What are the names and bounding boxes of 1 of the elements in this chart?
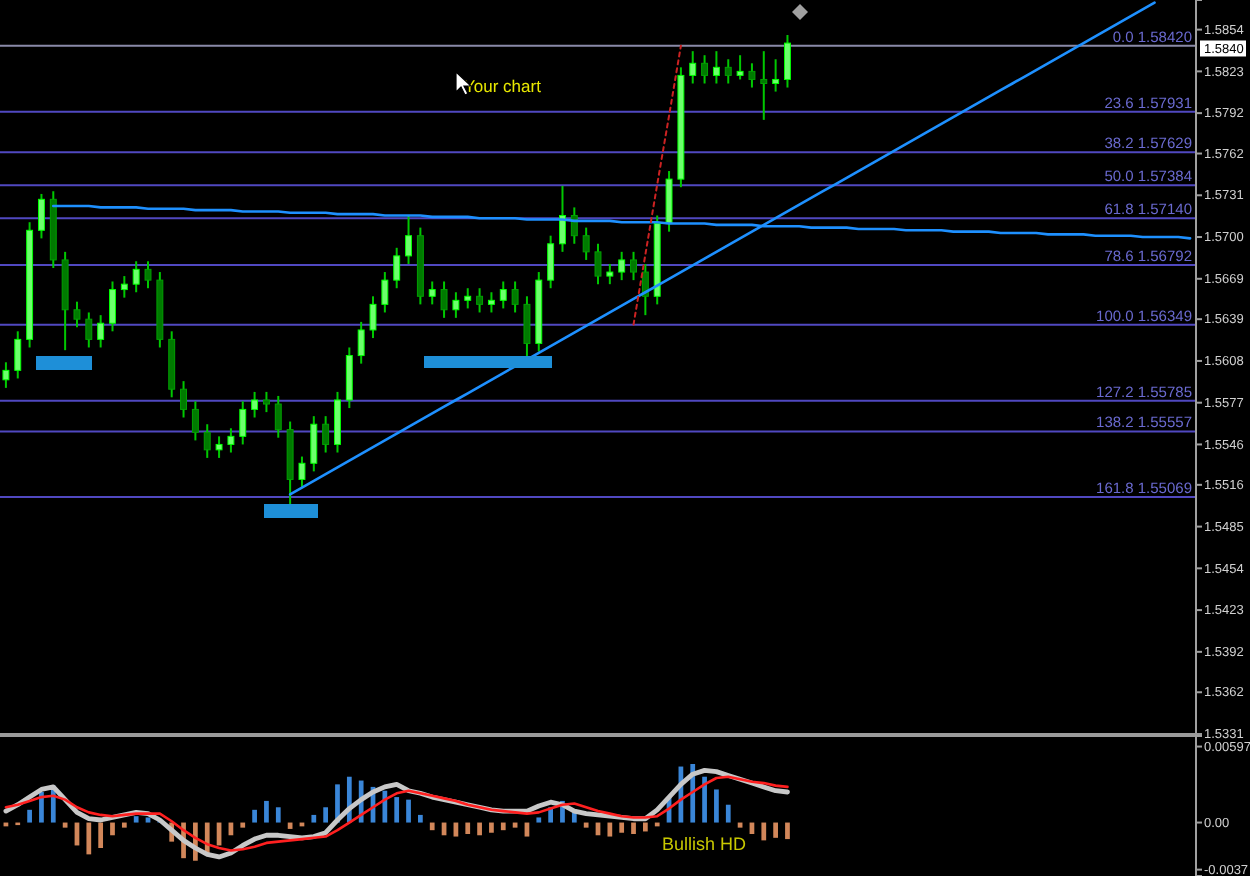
annotation: Bullish HD [662,834,748,854]
